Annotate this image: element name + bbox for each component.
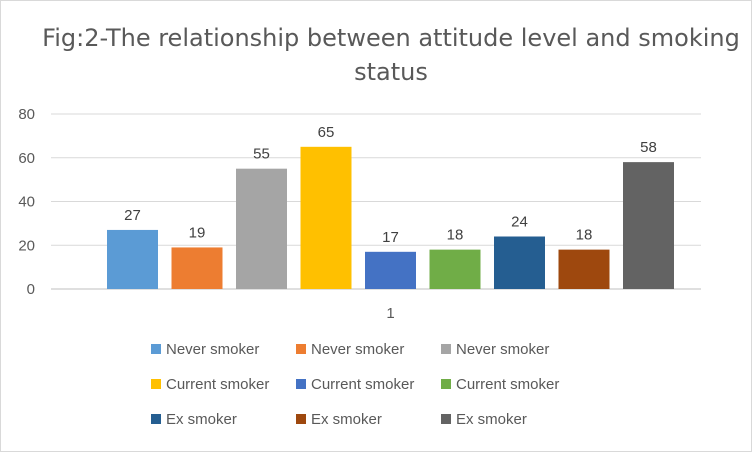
data-label: 18	[576, 227, 593, 244]
legend-label: Never smoker	[311, 340, 405, 358]
y-tick-label: 80	[18, 106, 35, 123]
legend-item: Ex smoker	[441, 410, 586, 428]
legend-swatch	[441, 344, 451, 354]
legend-item: Never smoker	[441, 340, 586, 358]
bar	[494, 236, 545, 289]
data-label: 19	[189, 224, 206, 241]
legend-item: Never smoker	[151, 340, 296, 358]
legend-item: Current smoker	[296, 375, 441, 393]
legend-label: Ex smoker	[166, 410, 237, 428]
legend-swatch	[296, 344, 306, 354]
legend-swatch	[151, 379, 161, 389]
legend-item: Current smoker	[441, 375, 586, 393]
data-label: 55	[253, 146, 270, 163]
legend-item: Current smoker	[151, 375, 296, 393]
bar	[171, 247, 223, 289]
legend-swatch	[151, 414, 161, 424]
legend-label: Ex smoker	[456, 410, 527, 428]
legend-swatch	[441, 379, 451, 389]
data-label: 18	[447, 227, 464, 244]
legend-label: Ex smoker	[311, 410, 382, 428]
y-tick-label: 40	[18, 194, 35, 211]
legend-item: Ex smoker	[151, 410, 296, 428]
legend-label: Current smoker	[311, 375, 415, 393]
bar	[623, 162, 674, 289]
x-tick-label: 1	[386, 305, 394, 322]
legend-item: Ex smoker	[296, 410, 441, 428]
data-label: 24	[511, 214, 528, 231]
data-label: 27	[124, 207, 141, 224]
bar	[558, 249, 610, 289]
y-tick-label: 20	[18, 237, 35, 254]
legend: Never smoker Never smoker Never smoker Curr…	[151, 340, 611, 428]
bar	[365, 251, 416, 289]
bar	[300, 146, 352, 289]
data-label: 65	[318, 124, 335, 141]
legend-label: Never smoker	[166, 340, 260, 358]
legend-swatch	[151, 344, 161, 354]
legend-swatch	[441, 414, 451, 424]
data-label: 17	[382, 229, 399, 246]
legend-swatch	[296, 379, 306, 389]
legend-label: Current smoker	[166, 375, 270, 393]
legend-label: Never smoker	[456, 340, 550, 358]
data-label: 58	[640, 139, 657, 156]
bar	[429, 249, 481, 289]
bar	[236, 168, 287, 289]
y-tick-label: 60	[18, 150, 35, 167]
legend-label: Current smoker	[456, 375, 560, 393]
legend-item: Never smoker	[296, 340, 441, 358]
bar	[107, 229, 158, 289]
y-tick-label: 0	[27, 281, 35, 298]
chart-title: Fig:2-The relationship between attitude …	[42, 24, 740, 86]
legend-swatch	[296, 414, 306, 424]
